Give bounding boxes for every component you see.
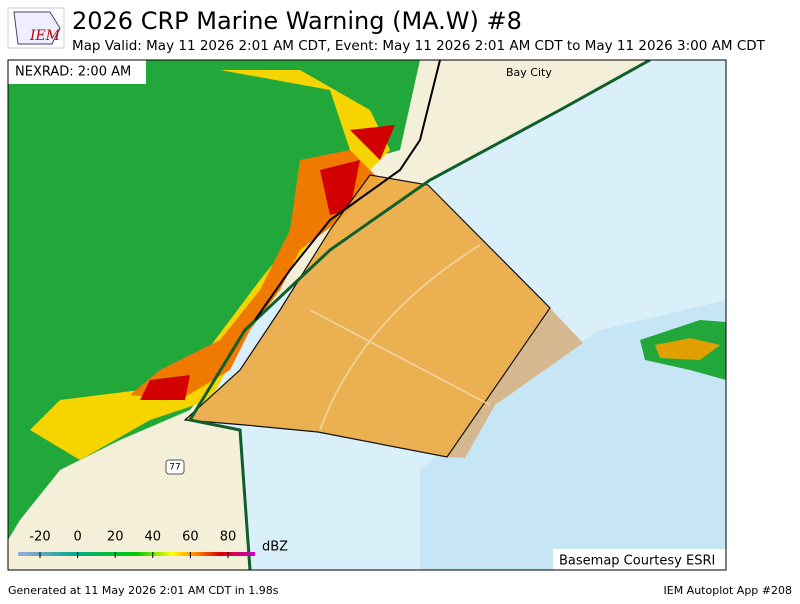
colorbar-tick-label: 80 — [220, 530, 237, 545]
county-border — [254, 60, 441, 321]
map: NEXRAD: 2:00 AM Bay City 77 -20 0 20 40 60 80… — [8, 60, 726, 570]
colorbar-tick-label: 40 — [145, 530, 162, 545]
colorbar-tick-label: 60 — [182, 530, 199, 545]
radar-label: NEXRAD: 2:00 AM — [15, 65, 131, 80]
logo: IEM — [7, 7, 65, 49]
subtitle: Map Valid: May 11 2026 2:01 AM CDT, Even… — [72, 38, 766, 54]
footer-right: IEM Autoplot App #208 — [664, 584, 793, 597]
logo-text: IEM — [29, 28, 61, 44]
roads — [309, 244, 491, 431]
highway-shield — [165, 459, 185, 475]
warning-land-part — [447, 308, 583, 458]
basemap-credit: Basemap Courtesy ESRI — [559, 554, 715, 569]
coastline — [187, 60, 651, 570]
title: 2026 CRP Marine Warning (MA.W) #8 — [72, 7, 522, 35]
colorbar-tick-label: -20 — [29, 530, 50, 545]
radar-label-box — [8, 60, 146, 84]
place-label: Bay City — [506, 66, 552, 79]
radar-orange — [130, 150, 380, 400]
radar-offshore-core — [655, 338, 720, 360]
colorbar-unit: dBZ — [262, 540, 288, 555]
highway-label: 77 — [169, 463, 180, 473]
shelf — [420, 300, 726, 570]
colorbar-tick-label: 20 — [107, 530, 124, 545]
radar-red — [140, 125, 395, 400]
footer-left: Generated at 11 May 2026 2:01 AM CDT in … — [8, 584, 279, 597]
map-frame — [7, 59, 727, 571]
credit-box — [553, 549, 726, 570]
colorbar — [18, 552, 255, 556]
colorbar-tick-label: 0 — [73, 530, 81, 545]
